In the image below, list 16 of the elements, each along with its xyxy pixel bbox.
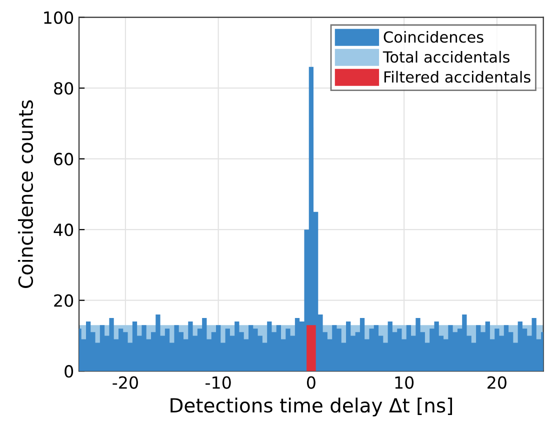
x-tick-label: -10 (206, 376, 231, 389)
y-tick-label: 100 (44, 11, 74, 24)
x-tick-label: 0 (306, 376, 316, 389)
y-tick-label: 60 (54, 152, 74, 166)
y-axis-title: Coincidence counts (18, 100, 34, 288)
y-tick-label: 80 (54, 82, 74, 95)
legend-label: Coincidences (384, 30, 484, 43)
y-tick-label: 20 (54, 294, 74, 307)
y-tick-label: 40 (54, 224, 74, 236)
legend-label: Filtered accidentals (384, 70, 530, 83)
x-tick-label: 10 (395, 376, 414, 389)
x-axis-title: Detections time delay Δt [ns] (170, 398, 452, 416)
legend-label: Total accidentals (382, 50, 510, 63)
x-tick-label: 20 (488, 376, 506, 389)
y-tick-label: 0 (64, 365, 74, 378)
x-tick-label: -20 (112, 376, 138, 389)
